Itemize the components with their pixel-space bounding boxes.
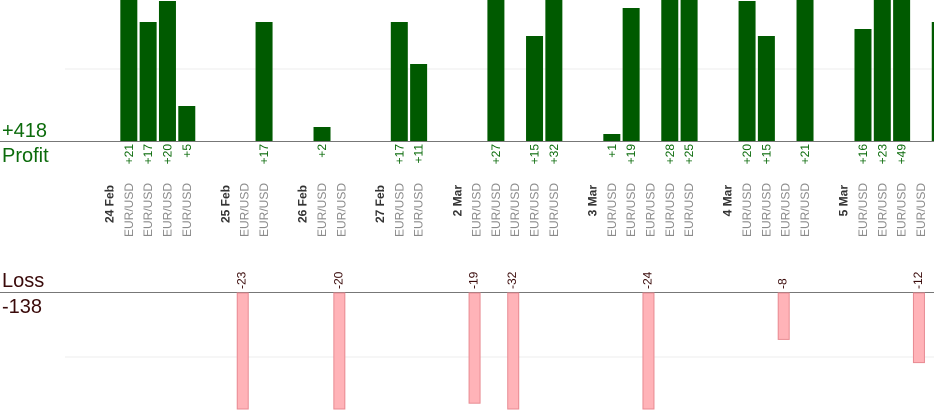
date-label: 24 Feb bbox=[103, 185, 117, 223]
profit-bar bbox=[757, 36, 775, 141]
pair-label: EUR/USD bbox=[682, 183, 696, 237]
profit-bar bbox=[255, 22, 273, 141]
profit-value-label: +5 bbox=[180, 144, 194, 158]
pair-label: EUR/USD bbox=[180, 183, 194, 237]
profit-value-label: +17 bbox=[257, 144, 271, 165]
loss-bar bbox=[333, 292, 346, 410]
loss-bar bbox=[507, 292, 520, 410]
loss-label: Loss bbox=[2, 270, 45, 292]
pair-label: EUR/USD bbox=[122, 183, 136, 237]
profit-bar bbox=[873, 0, 891, 141]
profit-bar bbox=[796, 0, 814, 141]
pair-label: EUR/USD bbox=[663, 183, 677, 237]
loss-value-label: -12 bbox=[911, 271, 925, 289]
profit-bar bbox=[313, 127, 331, 141]
loss-value-label: -23 bbox=[235, 271, 249, 289]
pair-label: EUR/USD bbox=[238, 183, 252, 237]
profit-bar bbox=[854, 29, 872, 141]
profit-value-label: +21 bbox=[122, 144, 136, 165]
date-label: 26 Feb bbox=[296, 185, 310, 223]
loss-bar bbox=[236, 292, 249, 410]
profit-value-label: +1 bbox=[605, 144, 619, 158]
date-label: 25 Feb bbox=[218, 185, 232, 223]
loss-value-label: -20 bbox=[331, 271, 345, 289]
pair-label: EUR/USD bbox=[624, 183, 638, 237]
pair-label: EUR/USD bbox=[643, 183, 657, 237]
pair-label: EUR/USD bbox=[470, 183, 484, 237]
profit-bar bbox=[931, 22, 934, 141]
loss-bar bbox=[777, 292, 790, 340]
profit-bar bbox=[410, 64, 428, 141]
profit-value-label: +11 bbox=[412, 144, 426, 164]
loss-value-label: -8 bbox=[776, 278, 790, 289]
profit-value-label: +15 bbox=[528, 144, 542, 165]
profit-bar bbox=[158, 1, 176, 141]
profit-bar bbox=[545, 0, 563, 141]
profit-value-label: +2 bbox=[315, 144, 329, 158]
pair-label: EUR/USD bbox=[489, 183, 503, 237]
pair-label: EUR/USD bbox=[914, 183, 928, 237]
profit-value-label: +17 bbox=[392, 144, 406, 165]
profit-value-label: +21 bbox=[798, 144, 812, 165]
profit-value-label: +49 bbox=[895, 144, 909, 165]
profit-bar bbox=[661, 0, 679, 141]
profit-value-label: +15 bbox=[759, 144, 773, 165]
profit-bar bbox=[738, 1, 756, 141]
date-label: 2 Mar bbox=[450, 185, 464, 217]
profit-bar bbox=[487, 0, 505, 141]
profit-bar bbox=[526, 36, 544, 141]
pair-label: EUR/USD bbox=[740, 183, 754, 237]
loss-bar bbox=[912, 292, 925, 364]
profit-value-label: +20 bbox=[740, 144, 754, 165]
profit-label: Profit bbox=[2, 145, 49, 167]
profit-bar bbox=[622, 8, 640, 141]
profit-value-label: +17 bbox=[141, 144, 155, 165]
pair-label: EUR/USD bbox=[392, 183, 406, 237]
profit-value-label: +28 bbox=[663, 144, 677, 165]
pair-label: EUR/USD bbox=[895, 183, 909, 237]
profit-value-label: +23 bbox=[875, 144, 889, 165]
pair-label: EUR/USD bbox=[508, 183, 522, 237]
total-profit-value: +418 bbox=[2, 120, 48, 142]
profit-value-label: +27 bbox=[489, 144, 503, 165]
profit-value-label: +32 bbox=[547, 144, 561, 165]
profit-bar bbox=[178, 106, 196, 141]
total-loss-value: -138 bbox=[2, 296, 43, 318]
profit-bar bbox=[893, 0, 911, 141]
pair-label: EUR/USD bbox=[334, 183, 348, 237]
profit-bar bbox=[120, 0, 138, 141]
profit-value-label: +19 bbox=[624, 144, 638, 165]
pair-label: EUR/USD bbox=[528, 183, 542, 237]
date-label: 27 Feb bbox=[373, 185, 387, 223]
loss-bar bbox=[642, 292, 655, 410]
date-label: 5 Mar bbox=[837, 185, 851, 217]
date-label: 3 Mar bbox=[586, 185, 600, 217]
profit-value-label: +25 bbox=[682, 144, 696, 165]
date-label: 4 Mar bbox=[721, 185, 735, 217]
profit-bar bbox=[680, 0, 698, 141]
pair-label: EUR/USD bbox=[141, 183, 155, 237]
pair-label: EUR/USD bbox=[798, 183, 812, 237]
profit-bar bbox=[139, 22, 157, 141]
profit-bar bbox=[390, 22, 408, 141]
profit-value-label: +20 bbox=[160, 144, 174, 165]
pair-label: EUR/USD bbox=[547, 183, 561, 237]
loss-bar bbox=[468, 292, 481, 404]
pair-label: EUR/USD bbox=[257, 183, 271, 237]
pair-label: EUR/USD bbox=[160, 183, 174, 237]
pair-label: EUR/USD bbox=[315, 183, 329, 237]
pair-label: EUR/USD bbox=[779, 183, 793, 237]
loss-value-label: -32 bbox=[505, 271, 519, 289]
pair-label: EUR/USD bbox=[412, 183, 426, 237]
pair-label: EUR/USD bbox=[875, 183, 889, 237]
loss-value-label: -24 bbox=[640, 271, 654, 289]
pair-label: EUR/USD bbox=[856, 183, 870, 237]
profit-bar bbox=[603, 134, 621, 141]
profit-value-label: +16 bbox=[856, 144, 870, 165]
loss-value-label: -19 bbox=[467, 271, 481, 289]
pair-label: EUR/USD bbox=[605, 183, 619, 237]
pair-label: EUR/USD bbox=[759, 183, 773, 237]
